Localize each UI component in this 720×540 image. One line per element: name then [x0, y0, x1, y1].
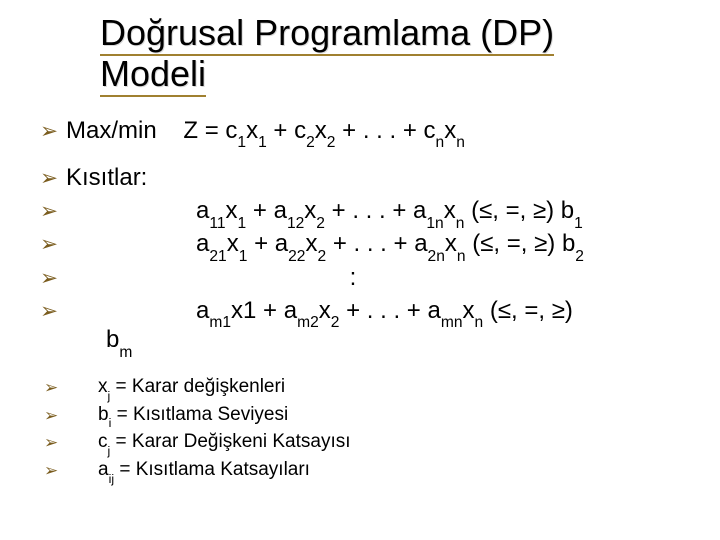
bullet-icon: ➢: [40, 402, 74, 427]
definition-1: xj = Karar değişkenleri: [74, 374, 680, 400]
constraints-label-row: ➢ Kısıtlar:: [40, 162, 680, 193]
constraint-row: ➢ a21x1 + a22x2 + . . . + a2nxn (≤, =, ≥…: [40, 228, 680, 259]
bullet-icon: ➢: [40, 262, 66, 292]
definition-row: ➢ xj = Karar değişkenleri: [40, 374, 680, 400]
objective-gap: [157, 117, 184, 144]
objective-row: ➢ Max/min Z = c1x1 + c2x2 + . . . + cnxn: [40, 115, 680, 146]
definition-3: cj = Karar Değişkeni Katsayısı: [74, 429, 680, 455]
definition-row: ➢ cj = Karar Değişkeni Katsayısı: [40, 429, 680, 455]
slide: Doğrusal Programlama (DP) Modeli ➢ Max/m…: [0, 0, 720, 540]
objective-label: Max/min: [66, 117, 157, 144]
definition-4: aij = Kısıtlama Katsayıları: [74, 457, 680, 483]
constraint-m-row: ➢ am1x1 + am2x2 + . . . + amnxn (≤, =, ≥…: [40, 295, 680, 326]
constraint-2: a21x1 + a22x2 + . . . + a2nxn (≤, =, ≥) …: [66, 228, 680, 259]
bullet-icon: ➢: [40, 195, 66, 225]
bullet-icon: ➢: [40, 429, 74, 454]
objective-text: Max/min Z = c1x1 + c2x2 + . . . + cnxn: [66, 115, 680, 146]
constraint-m-eq: am1x1 + am2x2 + . . . + amnxn (≤, =, ≥): [66, 295, 680, 326]
bullet-icon: ➢: [40, 374, 74, 399]
bullet-icon: ➢: [40, 295, 66, 325]
slide-title: Doğrusal Programlama (DP) Modeli: [40, 12, 680, 95]
title-line-2: Modeli: [100, 53, 206, 97]
constraint-ellipsis-row: ➢ :: [40, 262, 680, 293]
constraints-label: Kısıtlar:: [66, 162, 680, 193]
constraint-1: a11x1 + a12x2 + . . . + a1nxn (≤, =, ≥) …: [66, 195, 680, 226]
bullet-icon: ➢: [40, 115, 66, 145]
spacer: [40, 366, 680, 374]
spacer: [40, 148, 680, 162]
constraint-ellipsis: :: [66, 262, 680, 293]
objective-expr: Z = c1x1 + c2x2 + . . . + cnxn: [183, 117, 465, 144]
definition-row: ➢ aij = Kısıtlama Katsayıları: [40, 457, 680, 483]
constraint-m-b: bm: [40, 326, 680, 354]
definition-2: bi = Kısıtlama Seviyesi: [74, 402, 680, 428]
bullet-icon: ➢: [40, 228, 66, 258]
bullet-icon: ➢: [40, 457, 74, 482]
title-line-1: Doğrusal Programlama (DP): [100, 12, 554, 56]
bullet-icon: ➢: [40, 162, 66, 192]
constraint-row: ➢ a11x1 + a12x2 + . . . + a1nxn (≤, =, ≥…: [40, 195, 680, 226]
definition-row: ➢ bi = Kısıtlama Seviyesi: [40, 402, 680, 428]
